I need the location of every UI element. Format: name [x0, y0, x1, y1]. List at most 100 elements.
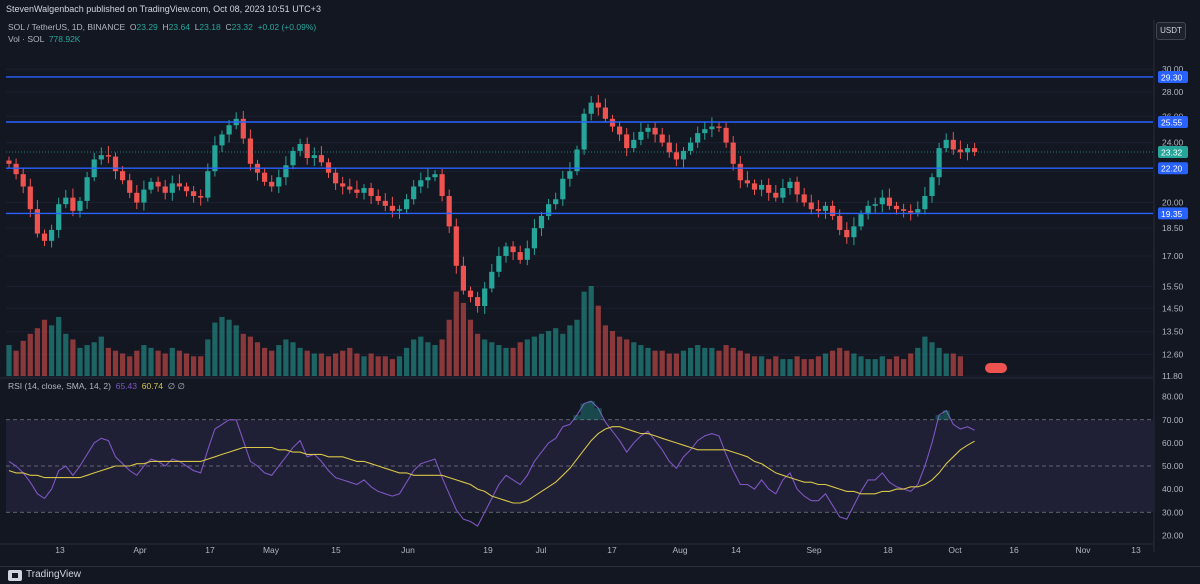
volume-bar [929, 342, 935, 376]
time-tick-label: May [263, 545, 280, 555]
volume-bar [333, 353, 339, 376]
volume-bar [702, 347, 708, 376]
candle-body [652, 127, 658, 135]
candle-body [595, 102, 601, 108]
currency-button[interactable]: USDT [1156, 22, 1186, 40]
price-axis[interactable]: 30.0028.0026.0024.0022.0020.0018.5017.00… [0, 20, 1188, 552]
volume-bar [382, 356, 388, 376]
candle-body [439, 174, 445, 197]
volume-bar [247, 336, 253, 376]
volume-bar [893, 356, 900, 376]
time-axis[interactable]: 13 Apr 17 May 15 Jun 19 Jul 17 Aug 14 Sep 18 Oct 16 Nov… [55, 545, 1141, 555]
volume-bar [318, 353, 324, 376]
volume-bar [553, 328, 559, 376]
candle-body [886, 197, 892, 206]
event-flag-icon[interactable] [985, 363, 1007, 373]
volume-bar [574, 319, 580, 376]
symbol-legend[interactable]: SOL / TetherUS, 1D, BINANCE O23.29 H23.6… [8, 22, 317, 32]
rsi-legend[interactable]: RSI (14, close, SMA, 14, 2) 65.43 60.74 … [8, 381, 185, 392]
candle-body [311, 155, 317, 159]
publisher-bar: StevenWalgenbach published on TradingVie… [0, 0, 1200, 18]
volume-bar [751, 356, 758, 376]
price-tick-label: 14.50 [1162, 303, 1184, 313]
candle-body [20, 174, 26, 187]
volume-value: 778.92K [48, 34, 81, 44]
candle-body [333, 172, 339, 184]
rsi-tick-label: 30.00 [1162, 507, 1184, 517]
candle-body [169, 183, 175, 193]
time-tick-label: Apr [133, 545, 146, 555]
symbol-name: SOL / TetherUS, 1D, BINANCE [8, 22, 126, 32]
candle-body [127, 180, 133, 193]
candle-body [396, 209, 403, 211]
close-value: 23.32 [231, 22, 253, 32]
candle-body [148, 181, 154, 190]
candle-body [901, 209, 907, 211]
volume-bar [269, 350, 275, 376]
volume-bar [396, 356, 403, 376]
volume-bar [489, 342, 495, 376]
candle-body [98, 155, 104, 160]
volume-bar [773, 356, 779, 376]
candle-body [865, 205, 871, 215]
volume-bar [240, 333, 246, 376]
volume-bar [830, 350, 836, 376]
volume-bar [105, 347, 111, 376]
time-tick-label: Sep [806, 545, 821, 555]
volume-bar [943, 353, 949, 376]
candle-body [27, 186, 33, 210]
candle-body [546, 204, 552, 216]
volume-bar [453, 291, 459, 376]
rsi-overbought-fill [935, 415, 943, 420]
volume-bar [510, 347, 516, 376]
candle-body [553, 199, 559, 205]
volume-bar [460, 302, 466, 376]
candle-body [226, 125, 232, 135]
candle-body [744, 180, 750, 184]
candle-body [759, 184, 765, 190]
candle-body [531, 228, 537, 249]
candle-body [475, 297, 481, 306]
volume-bar [546, 331, 552, 376]
candle-body [723, 127, 729, 143]
volume-bar [815, 356, 821, 376]
rsi-overbought-fill [573, 415, 581, 420]
volume-legend[interactable]: Vol · SOL 778.92K [8, 34, 80, 44]
volume-label: Vol · SOL [8, 34, 45, 44]
volume-bar [524, 339, 530, 376]
candle-body [269, 181, 275, 187]
volume-bar [262, 347, 268, 376]
volume-bar [595, 305, 601, 376]
level-price-label: 25.55 [1161, 118, 1183, 128]
volume-bar [77, 347, 83, 376]
volume-bar [425, 342, 431, 376]
level-price-badge [1158, 207, 1188, 220]
candle-body [908, 210, 914, 213]
volume-bar [411, 339, 417, 376]
candle-body [730, 142, 736, 164]
volume-bar [759, 356, 765, 376]
volume-bar [340, 350, 346, 376]
candle-body [893, 205, 900, 210]
candle-body [680, 150, 687, 160]
rsi-axis[interactable]: 80.00 70.00 60.00 50.00 40.00 30.00 20.00 [0, 392, 1184, 545]
volume-bar [432, 345, 438, 376]
volume-bar [311, 353, 317, 376]
rsi-tick-label: 40.00 [1162, 484, 1184, 494]
candle-body [41, 233, 48, 241]
candle-body [773, 192, 779, 198]
volume-bar [120, 353, 126, 376]
volume-bar [325, 356, 332, 376]
volume-bar [865, 359, 871, 376]
candle-body [957, 149, 963, 153]
candle-body [290, 150, 296, 166]
time-tick-label: 19 [483, 545, 493, 555]
candle-body [34, 209, 40, 234]
change-value: +0.02 (+0.09%) [257, 22, 317, 32]
candle-body [318, 155, 324, 163]
level-price-badge [1158, 70, 1188, 83]
volume-bar [112, 350, 119, 376]
volume-bar [98, 336, 104, 376]
candle-body [368, 188, 374, 197]
